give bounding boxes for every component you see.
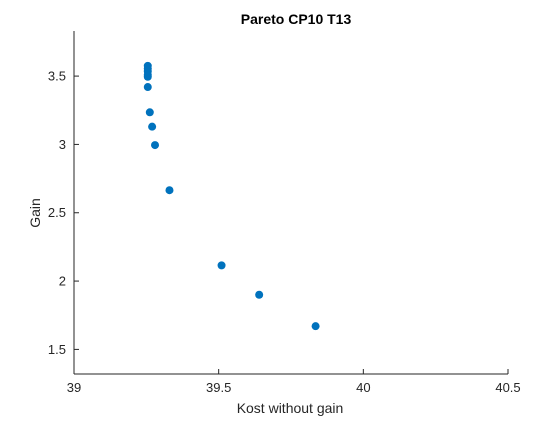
data-point <box>255 290 264 299</box>
x-tick-label: 39.5 <box>206 380 231 395</box>
y-tick-label: 2 <box>59 274 66 289</box>
x-tick-label: 40 <box>356 380 370 395</box>
data-point <box>145 108 154 117</box>
data-point <box>217 261 226 270</box>
y-tick-label: 2.5 <box>48 205 66 220</box>
x-tick-label: 40.5 <box>495 380 520 395</box>
data-points <box>143 61 320 331</box>
y-tick-label: 3 <box>59 137 66 152</box>
data-point <box>143 83 152 92</box>
y-tick-label: 1.5 <box>48 342 66 357</box>
x-axis-label: Kost without gain <box>237 400 344 416</box>
y-axis-label: Gain <box>27 198 43 228</box>
data-point <box>165 186 174 195</box>
chart-title: Pareto CP10 T13 <box>241 11 352 27</box>
y-tick-label: 3.5 <box>48 69 66 84</box>
data-point <box>143 72 152 81</box>
x-tick-label: 39 <box>67 380 81 395</box>
data-point <box>148 122 157 131</box>
data-point <box>151 141 160 150</box>
data-point <box>311 322 320 331</box>
plot-axes: 39 39.5 40 40.5 1.5 2 2.5 3 3.5 <box>48 31 521 395</box>
